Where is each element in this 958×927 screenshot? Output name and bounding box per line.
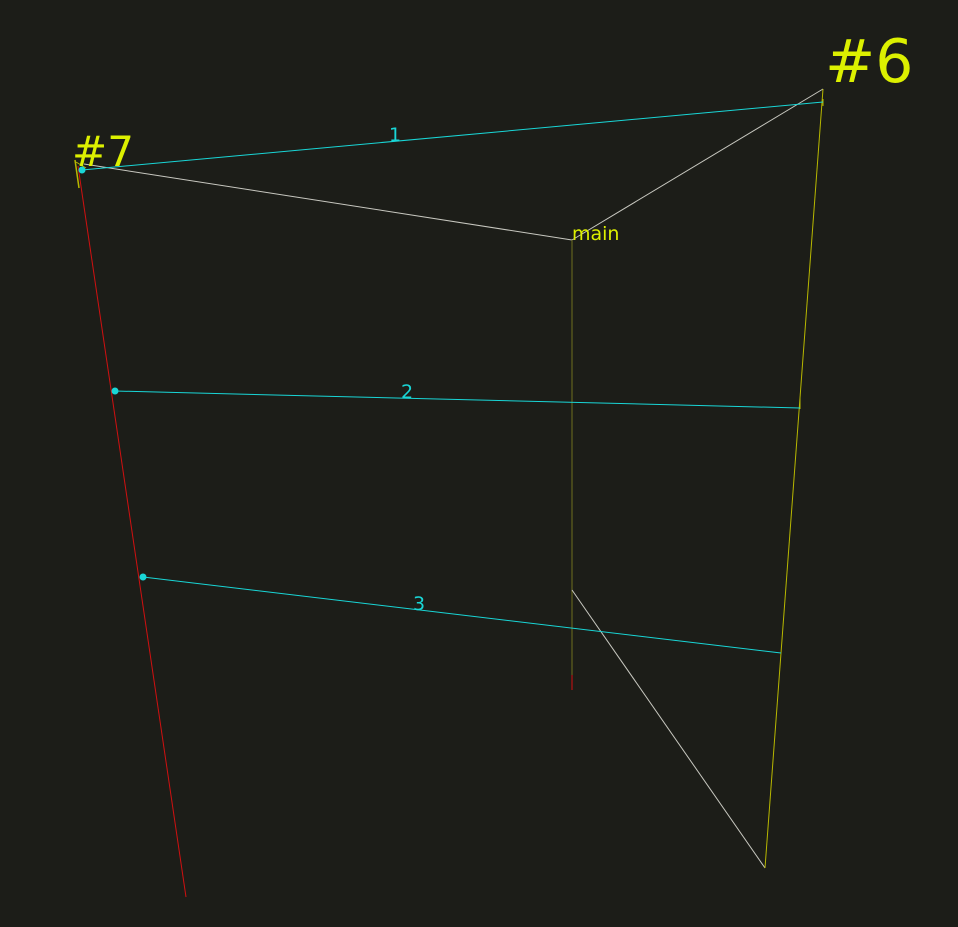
link-3-label: 3 [413, 593, 425, 615]
link-2-endpoint-marker [111, 387, 119, 395]
guide-line-tower7-to-main [83, 163, 573, 241]
tower-6-label: #6 [825, 27, 913, 97]
tower-6-pole [764, 88, 824, 869]
link-2-line [114, 390, 801, 409]
center-label: main [572, 223, 619, 245]
link-1-label: 1 [389, 124, 401, 146]
tower-7-arm [75, 161, 87, 169]
link-1-line [81, 101, 824, 171]
tower-7-label: #7 [72, 127, 134, 176]
guide-line-tower6-to-main [571, 88, 824, 241]
guide-line-main-to-tower6-base [571, 589, 766, 869]
link-3-line [142, 576, 782, 654]
tower-7-pole [77, 165, 187, 898]
link-2-label: 2 [401, 381, 413, 403]
tower-7-pole-top [74, 159, 80, 189]
link-3-endpoint-marker [139, 573, 147, 581]
link-1-endpoint-marker [78, 166, 86, 174]
